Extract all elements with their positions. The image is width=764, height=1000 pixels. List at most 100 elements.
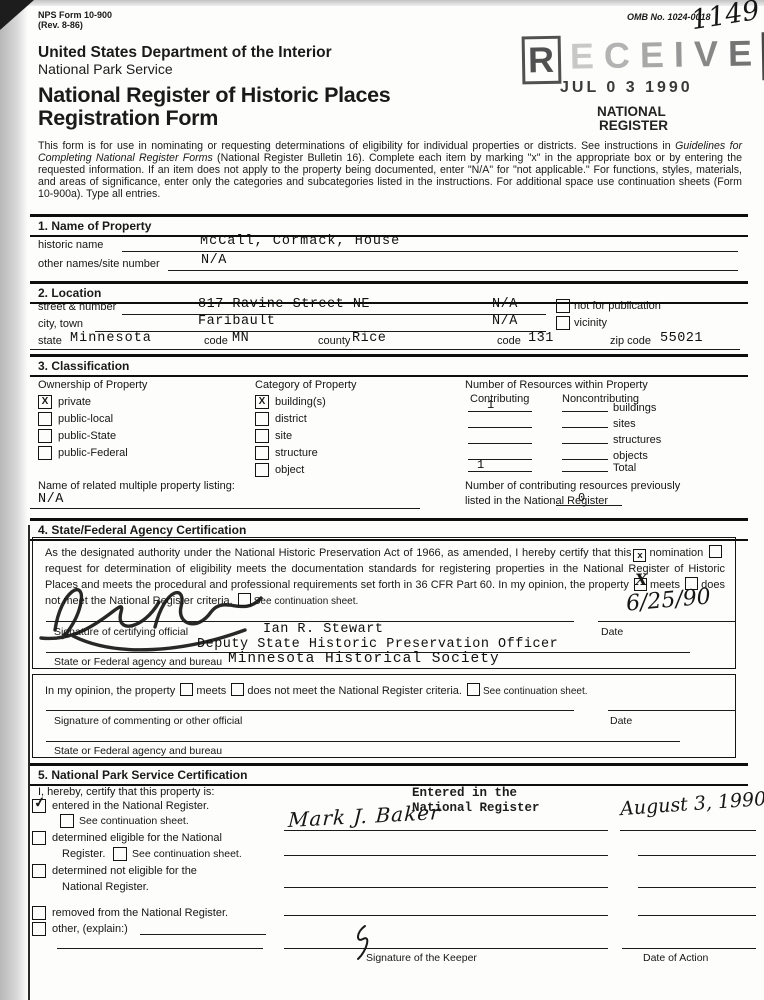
- omb-number: OMB No. 1024-0018: [627, 12, 711, 22]
- related-listing-line: [30, 508, 420, 509]
- service-title: National Park Service: [38, 61, 173, 77]
- noncontributing-buildings-line: [562, 411, 608, 412]
- contributing-objects-line: [468, 459, 532, 460]
- entered-stamp-line1: Entered in the: [412, 786, 518, 800]
- opinion-meets-label: meets: [196, 685, 227, 697]
- previously-listed-text-line1: Number of contributing resources previou…: [465, 480, 681, 492]
- action-date-handwritten: August 3, 1990: [619, 787, 764, 821]
- commenting-paragraph: In my opinion, the property meets does n…: [45, 683, 725, 697]
- contributing-label: Contributing: [470, 393, 530, 405]
- contributing-total-value: 1: [477, 458, 485, 472]
- certification-paragraph: As the designated authority under the Na…: [45, 545, 725, 609]
- section1-header: 1. Name of Property: [30, 214, 748, 237]
- received-date-stamp: JUL 0 3 1990: [560, 79, 693, 96]
- checkbox-opinion-does-not-meet: [231, 683, 245, 696]
- checkbox-not-for-publication: [556, 299, 570, 313]
- historic-name-line: [122, 251, 738, 252]
- checkbox-nomination: x: [633, 549, 647, 562]
- state-label: state: [38, 335, 62, 347]
- see-continuation-2-label: See continuation sheet.: [132, 848, 242, 860]
- date-row1-line: [620, 830, 756, 831]
- other-names-line: [168, 270, 738, 271]
- ownership-label-public-state: public-State: [58, 430, 117, 442]
- resources-column-label: Number of Resources within Property: [465, 379, 648, 391]
- historic-name-label: historic name: [38, 239, 104, 251]
- state-value: Minnesota: [70, 331, 152, 346]
- category-label-structure: structure: [275, 447, 318, 459]
- section4-header: 4. State/Federal Agency Certification: [30, 518, 748, 541]
- related-listing-value: N/A: [38, 492, 64, 507]
- checkbox-other: [32, 922, 46, 936]
- other-label: other, (explain:): [52, 923, 128, 935]
- date-of-action-label: Date of Action: [643, 952, 709, 964]
- keeper-row2-line: [284, 855, 608, 856]
- section2-heading: 2. Location: [38, 286, 102, 300]
- section3-heading: 3. Classification: [38, 359, 130, 373]
- instructions-text-before: This form is for use in nominating or re…: [38, 140, 676, 152]
- meets-label: meets: [650, 578, 680, 591]
- keeper-row4-line: [284, 915, 608, 916]
- other-names-value: N/A: [201, 253, 227, 268]
- checkbox-public-federal: [38, 446, 52, 460]
- department-title: United States Department of the Interior: [38, 44, 332, 61]
- certifying-date-label: Date: [601, 626, 624, 638]
- ownership-label-public-local: public-local: [58, 413, 114, 425]
- certifying-title-line: [46, 652, 690, 653]
- section5-heading: 5. National Park Service Certification: [38, 768, 248, 782]
- certifying-signature-label: Signature of certifying official: [54, 626, 189, 638]
- date-row2-line: [638, 855, 756, 856]
- contributing-total-line: [468, 471, 532, 472]
- contributing-buildings-line: [468, 411, 532, 412]
- certifying-title-typed: Deputy State Historic Preservation Offic…: [197, 637, 559, 652]
- date-of-action-line: [622, 948, 756, 949]
- category-column-label: Category of Property: [255, 379, 357, 391]
- noncontributing-sites-line: [562, 427, 608, 428]
- zip-value: 55021: [660, 331, 704, 346]
- determined-not-eligible-line2: National Register.: [62, 881, 149, 893]
- resource-label-objects: objects: [613, 450, 648, 462]
- form-number: NPS Form 10-900: [38, 10, 113, 20]
- checkbox-entered-in-register: ✓: [32, 794, 47, 813]
- section1-heading: 1. Name of Property: [38, 219, 152, 233]
- see-continuation-label: See continuation sheet.: [253, 595, 359, 607]
- county-code-label: code: [497, 335, 521, 347]
- category-label-object: object: [275, 464, 305, 476]
- entered-label: entered in the National Register.: [52, 800, 210, 812]
- street-label: street & number: [38, 301, 117, 313]
- nomination-mark: x: [637, 550, 643, 561]
- commenting-agency-label: State or Federal agency and bureau: [54, 745, 223, 757]
- section5-header: 5. National Park Service Certification: [30, 763, 748, 786]
- city-value: Faribault: [198, 314, 276, 329]
- checkbox-determined-not-eligible: [32, 864, 46, 878]
- certifying-signature-line: [46, 621, 574, 622]
- form-revision: (Rev. 8-86): [38, 20, 83, 30]
- noncontributing-structures-line: [562, 443, 608, 444]
- cert-text-1: As the designated authority under the Na…: [45, 547, 632, 559]
- county-label: county: [318, 335, 351, 347]
- noncontributing-objects-line: [562, 459, 608, 460]
- certification-box: [32, 537, 736, 669]
- checkbox-structure: [255, 446, 269, 460]
- checkbox-does-not-meet: [685, 576, 699, 590]
- not-for-publication-label: not for publication: [574, 300, 661, 312]
- opinion-continuation-label: See continuation sheet.: [483, 686, 588, 697]
- section3-header: 3. Classification: [30, 354, 748, 377]
- section2-header: 2. Location: [30, 281, 748, 304]
- received-stamp: RECEIVED: [521, 31, 764, 85]
- city-line: [95, 331, 546, 332]
- national-register-stamp-line2: REGISTER: [599, 118, 669, 133]
- ownership-label-private: private: [58, 396, 92, 408]
- noncontributing-total-line: [562, 471, 608, 472]
- checkbox-see-continuation-2: [113, 847, 127, 861]
- checkbox-removed: [32, 906, 46, 920]
- checkbox-opinion-continuation: [467, 683, 481, 696]
- date-row4-line: [638, 915, 756, 916]
- previously-listed-text-line2: listed in the National Register: [465, 495, 609, 507]
- checkbox-request: [709, 545, 722, 558]
- contributing-buildings-value: 1: [487, 398, 495, 412]
- category-label-site: site: [275, 430, 293, 442]
- resource-label-sites: sites: [613, 418, 636, 430]
- contributing-structures-line: [468, 443, 532, 444]
- entered-checkmark: ✓: [33, 794, 47, 812]
